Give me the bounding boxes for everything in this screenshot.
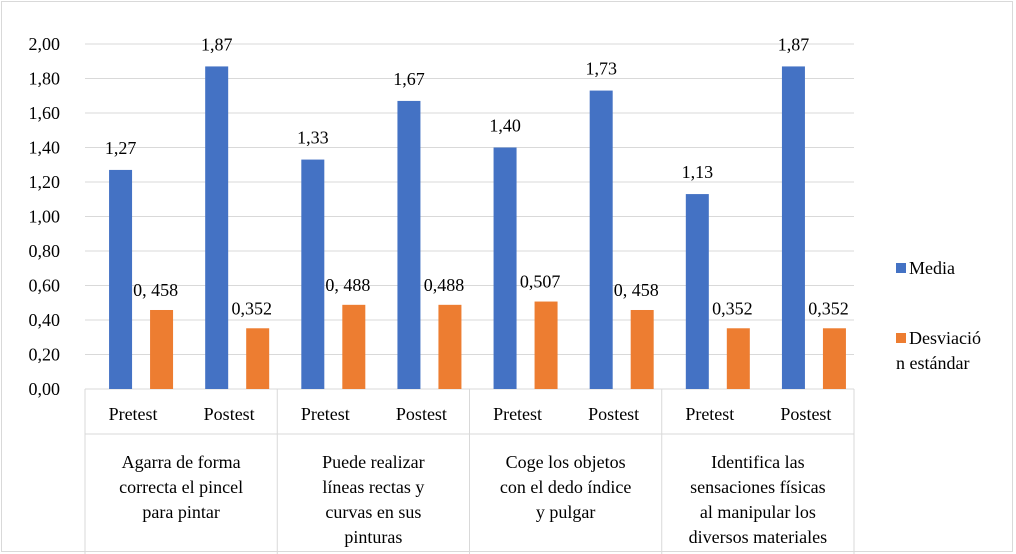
bar-media xyxy=(685,194,709,389)
data-label-desviacion: 0,488 xyxy=(424,275,465,295)
bar-media xyxy=(493,147,517,389)
bar-desviacion xyxy=(342,304,366,389)
bar-desviacion xyxy=(150,309,174,389)
y-tick-label: 2,00 xyxy=(29,34,61,54)
y-tick-label: 0,80 xyxy=(29,241,61,261)
legend-label-media: Media xyxy=(909,258,955,278)
legend-label-desviacion: n estándar xyxy=(896,353,969,373)
y-tick-label: 1,60 xyxy=(29,103,61,123)
group-label-line: líneas rectas y xyxy=(322,477,424,497)
data-label-desviacion: 0, 458 xyxy=(614,280,659,300)
data-label-desviacion: 0,352 xyxy=(712,298,753,318)
y-tick-label: 0,20 xyxy=(29,345,61,365)
bar-desviacion xyxy=(822,328,846,389)
data-label-media: 1,67 xyxy=(393,69,425,89)
bar-media xyxy=(301,159,325,389)
group-label-line: pinturas xyxy=(344,527,402,547)
legend-swatch-media xyxy=(896,263,906,273)
group-label-line: Identifica las xyxy=(711,452,804,472)
bar-media xyxy=(589,90,613,389)
legend-label-desviacion: Desviació xyxy=(909,328,981,348)
group-label-line: Puede realizar xyxy=(322,452,424,472)
y-tick-label: 1,80 xyxy=(29,69,61,89)
group-label-line: Agarra de forma xyxy=(122,452,241,472)
x-tick-label: Postest xyxy=(780,404,831,424)
y-tick-label: 0,60 xyxy=(29,276,61,296)
bar-media xyxy=(205,66,229,390)
x-tick-label: Pretest xyxy=(685,404,734,424)
data-label-media: 1,40 xyxy=(489,116,521,136)
data-label-desviacion: 0,352 xyxy=(231,298,272,318)
bar-desviacion xyxy=(246,328,270,389)
group-label-line: sensaciones físicas xyxy=(690,477,825,497)
bar-media xyxy=(397,100,421,390)
y-tick-label: 0,40 xyxy=(29,310,61,330)
data-label-media: 1,33 xyxy=(297,128,329,148)
bar-desviacion xyxy=(726,328,750,389)
group-label-line: y pulgar xyxy=(536,502,595,522)
group-label-line: al manipular los xyxy=(700,502,816,522)
data-label-desviacion: 0, 488 xyxy=(325,275,370,295)
y-tick-label: 1,00 xyxy=(29,207,61,227)
group-label-line: correcta el pincel xyxy=(119,477,243,497)
group-label-line: para pintar xyxy=(142,502,219,522)
data-label-media: 1,73 xyxy=(585,59,617,79)
y-tick-label: 0,00 xyxy=(29,379,61,399)
data-label-media: 1,87 xyxy=(778,34,810,54)
data-label-desviacion: 0,352 xyxy=(808,298,849,318)
data-label-media: 1,13 xyxy=(682,162,714,182)
bar-media xyxy=(109,169,133,389)
group-label-line: con el dedo índice xyxy=(500,477,631,497)
x-tick-label: Pretest xyxy=(493,404,542,424)
bar-media xyxy=(781,66,805,390)
data-label-desviacion: 0,507 xyxy=(520,272,561,292)
x-tick-label: Postest xyxy=(204,404,255,424)
bar-desviacion xyxy=(534,301,558,389)
data-label-media: 1,27 xyxy=(105,138,137,158)
x-tick-label: Postest xyxy=(396,404,447,424)
y-tick-label: 1,40 xyxy=(29,138,61,158)
x-tick-label: Postest xyxy=(588,404,639,424)
group-label-line: curvas en sus xyxy=(325,502,421,522)
bar-desviacion xyxy=(438,304,462,389)
group-label-line: diversos materiales xyxy=(689,527,827,547)
bar-desviacion xyxy=(630,309,654,389)
data-label-desviacion: 0, 458 xyxy=(133,280,178,300)
group-label-line: Coge los objetos xyxy=(506,452,626,472)
x-tick-label: Pretest xyxy=(301,404,350,424)
y-tick-label: 1,20 xyxy=(29,172,61,192)
legend-swatch-desviacion xyxy=(896,333,906,343)
x-tick-label: Pretest xyxy=(109,404,158,424)
data-label-media: 1,87 xyxy=(201,34,233,54)
